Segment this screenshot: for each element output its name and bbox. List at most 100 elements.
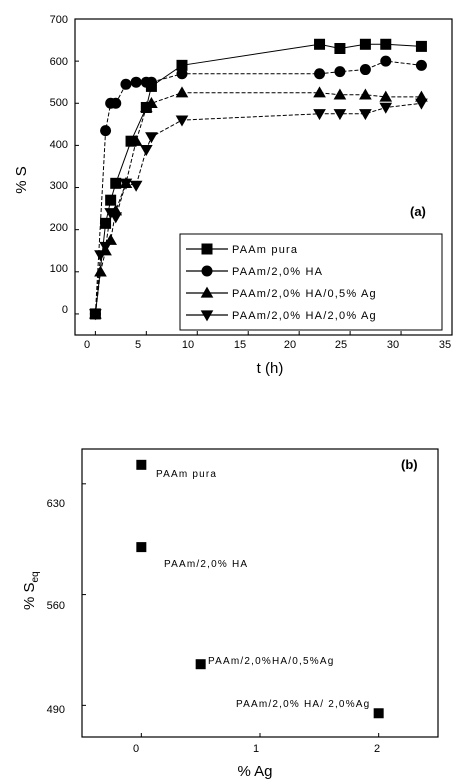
data-point [175,86,189,98]
x-tick-label-a: 10 [182,339,194,351]
point-label: PAAm/2,0% HA/ 2,0%Ag [236,699,370,710]
data-point [334,66,346,78]
point-label: PAAm/2,0%HA/0,5%Ag [208,656,334,667]
series-triangle-down [89,98,428,321]
y-tick-label-b: 560 [47,600,65,612]
data-point [110,97,122,109]
data-point [314,38,326,50]
legend-marker [201,243,213,255]
legend-marker [201,265,213,277]
data-point [130,76,142,88]
data-point [379,102,393,114]
data-point [94,265,107,277]
points-group-b [136,459,384,719]
data-point [380,55,392,67]
plot-frame-a [74,18,453,336]
legend-label: PAAm pura [232,244,298,256]
data-point [313,109,326,121]
x-axis-label-b: % Ag [237,763,272,780]
x-tick-label-a: 20 [284,339,296,351]
data-point [380,38,392,50]
data-point [415,40,427,52]
data-point [119,178,133,190]
x-tick-label-a: 5 [135,339,141,351]
x-tick-label-b: 1 [253,743,259,755]
x-tick-label-a: 35 [439,339,451,351]
data-point [176,68,188,80]
data-point [145,76,157,88]
data-point [139,144,153,156]
data-point [334,42,346,54]
data-point [120,78,132,90]
data-point [89,309,102,321]
x-tick-label-a: 30 [387,339,399,351]
data-point [94,250,107,262]
y-tick-label-a: 0 [62,304,68,316]
data-point [110,177,122,189]
data-point [359,64,371,76]
point-label: PAAm/2,0% HA [164,559,248,570]
data-point [129,180,143,192]
legend-box [179,233,443,331]
data-point [100,217,112,229]
y-tick-label-a: 500 [50,97,68,109]
x-tick-label-b: 0 [133,743,139,755]
chart-a: 0 100 200 300 400 500 600 700 0 5 10 15 … [13,14,453,377]
data-point [176,59,188,71]
panel-label-b: (b) [401,457,418,472]
y-tick-label-b: 490 [47,704,65,716]
plot-frame-b [81,448,439,738]
data-point [359,38,371,50]
x-tick-label-a: 0 [84,339,90,351]
series-group-a [89,38,428,321]
data-point [105,194,117,206]
data-point [359,109,372,121]
y-axis-label-b: % Seq [21,571,41,610]
legend-a: PAAm pura PAAm/2,0% HA PAAm/2,0% HA/0,5%… [179,233,443,331]
legend-marker [200,310,214,322]
point-label: PAAm pura [156,469,217,480]
tick-marks-b [82,483,380,737]
legend-label: PAAm/2,0% HA/2,0% Ag [232,310,377,322]
data-point [313,86,326,98]
legend-swatches [186,243,228,322]
x-axis-label-a: t (h) [257,360,284,377]
data-point [415,98,428,110]
data-point [136,542,147,553]
legend-marker [200,286,214,298]
legend-label: PAAm/2,0% HA [232,266,323,278]
data-point [415,59,427,71]
data-point [333,109,347,121]
y-tick-label-a: 200 [50,222,68,234]
data-point [145,132,158,144]
panel-label-a: (a) [410,204,426,219]
data-point [379,90,393,102]
data-point [314,68,326,80]
x-tick-label-a: 15 [234,339,246,351]
data-point [125,135,137,147]
y-axis-label-a: % S [13,166,30,194]
tick-marks-a [75,18,453,335]
data-point [333,88,347,100]
data-point [100,125,112,137]
y-tick-label-a: 300 [50,180,68,192]
data-point [109,212,123,224]
data-point [359,88,372,100]
x-tick-label-b: 2 [374,743,380,755]
y-tick-label-a: 700 [50,14,68,26]
y-tick-label-b: 630 [47,498,65,510]
data-point [373,708,384,719]
chart-b: 490 560 630 0 1 2 % Ag % Seq (b) PAAm pu… [21,448,439,780]
y-tick-label-a: 400 [50,139,68,151]
data-point [175,115,189,127]
data-point [99,241,112,253]
x-tick-label-a: 25 [335,339,347,351]
data-point [129,134,143,146]
legend-label: PAAm/2,0% HA/0,5% Ag [232,288,377,300]
y-tick-label-a: 600 [50,56,68,68]
data-point [136,459,147,470]
y-tick-label-a: 100 [50,263,68,275]
data-point [195,659,206,670]
data-point [145,96,158,108]
